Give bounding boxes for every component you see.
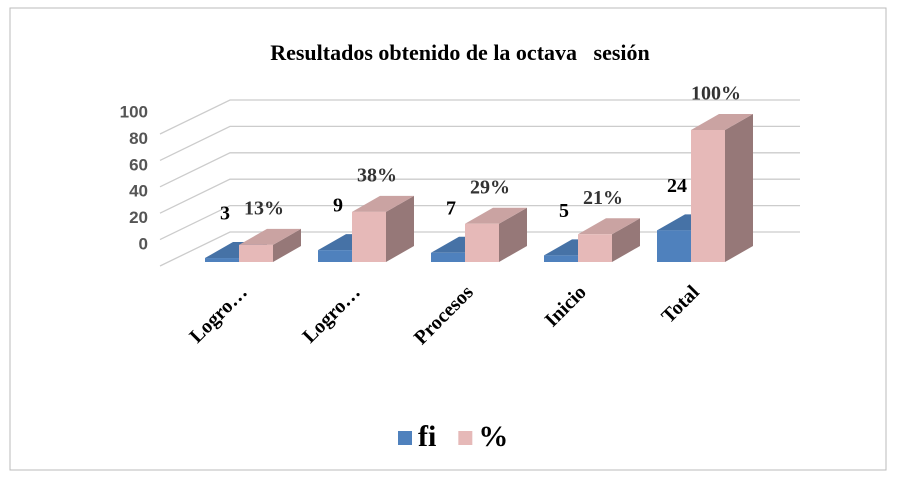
- data-label: 24: [667, 175, 687, 197]
- bar: [691, 114, 753, 262]
- data-label: 9: [333, 195, 343, 217]
- bar: [465, 207, 527, 262]
- bar-top: [578, 218, 640, 235]
- y-tick-label: 20: [129, 208, 148, 227]
- data-label: 3: [220, 203, 230, 225]
- bar-side: [386, 195, 414, 262]
- grid-line: [159, 152, 800, 188]
- bar-front: [431, 252, 465, 262]
- y-tick-label: 40: [129, 182, 148, 201]
- bar-side: [612, 218, 640, 262]
- bar-front: [691, 130, 725, 262]
- grid-line: [159, 125, 800, 161]
- grid-line: [159, 99, 800, 135]
- y-tick-label: 100: [120, 102, 148, 121]
- bar-side: [499, 207, 527, 262]
- bar-top: [239, 228, 301, 245]
- bar-front: [544, 255, 578, 262]
- bar-front: [352, 211, 386, 262]
- bar-top: [465, 207, 527, 224]
- bar-front: [239, 244, 273, 262]
- legend-label: %: [478, 420, 508, 453]
- bar-top: [352, 195, 414, 212]
- chart-title: Resultados obtenido de la octava sesión: [270, 40, 650, 65]
- legend-swatch: [458, 431, 473, 445]
- bar: [239, 228, 301, 262]
- grid-line: [159, 204, 800, 241]
- bar-front: [578, 234, 612, 262]
- y-tick-label: 0: [139, 234, 148, 253]
- data-label: 21%: [583, 187, 623, 209]
- bar-front: [657, 230, 691, 262]
- bar: [578, 218, 640, 262]
- data-label: 38%: [357, 164, 397, 186]
- bar-front: [318, 250, 352, 262]
- legend-swatch: [398, 431, 412, 445]
- bar-front: [205, 258, 239, 262]
- data-label: 100%: [691, 83, 741, 105]
- legend-label: fi: [418, 420, 436, 453]
- data-label: 5: [559, 200, 569, 222]
- y-tick-label: 60: [129, 155, 148, 174]
- data-label: 29%: [470, 176, 510, 198]
- bar-side: [725, 114, 753, 262]
- y-tick-label: 80: [129, 129, 148, 148]
- data-label: 13%: [244, 197, 284, 219]
- bar: [352, 195, 414, 262]
- data-label: 7: [446, 197, 456, 219]
- bar-top: [691, 114, 753, 130]
- grid-line: [159, 178, 800, 214]
- bar-side: [273, 228, 301, 262]
- bar-front: [465, 223, 499, 262]
